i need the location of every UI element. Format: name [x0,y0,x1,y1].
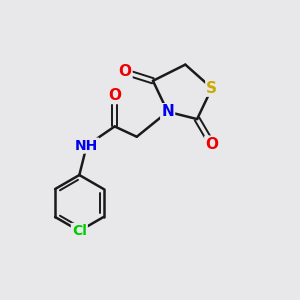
Text: N: N [161,104,174,119]
Text: NH: NH [75,139,98,153]
Text: O: O [108,88,121,103]
Text: S: S [206,81,217,96]
Text: O: O [205,136,218,152]
Text: Cl: Cl [72,224,87,238]
Text: O: O [118,64,131,80]
